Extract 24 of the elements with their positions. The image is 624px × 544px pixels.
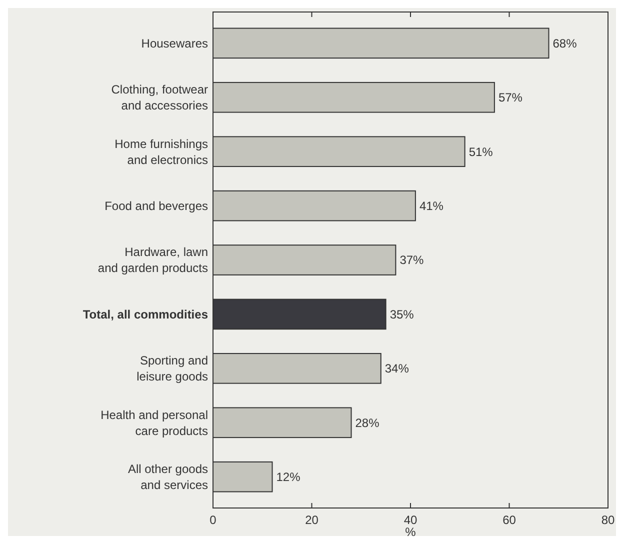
y-tick-label: Health and personal care products (100, 408, 208, 438)
y-tick-label: Housewares (141, 36, 208, 50)
x-axis-title: % (405, 525, 416, 539)
data-label: 35% (390, 307, 414, 322)
x-tick-label: 0 (210, 513, 217, 527)
y-tick-label: Clothing, footwear and accessories (111, 82, 208, 113)
y-tick-label: Food and beverges (104, 198, 208, 213)
x-tick-label: 40 (404, 513, 418, 527)
data-label: 68% (552, 36, 578, 50)
y-tick-label: Home furnishings and electronics (114, 136, 208, 167)
data-label: 57% (498, 90, 523, 105)
data-label: 12% (276, 470, 301, 484)
data-label: 51% (468, 144, 494, 159)
data-label: 41% (419, 198, 444, 213)
x-tick-label: 60 (502, 513, 516, 527)
data-label: 28% (355, 416, 380, 430)
y-tick-label: Total, all commodities (82, 307, 208, 322)
x-tick-label: 80 (601, 513, 615, 527)
data-label: 34% (384, 362, 410, 376)
x-tick-label: 20 (305, 513, 319, 527)
data-label: 37% (400, 253, 424, 268)
y-tick-label: Sporting and leisure goods (136, 354, 208, 384)
y-tick-label: Hardware, lawn and garden products (98, 245, 208, 276)
y-tick-label: All other goods and services (128, 462, 208, 492)
